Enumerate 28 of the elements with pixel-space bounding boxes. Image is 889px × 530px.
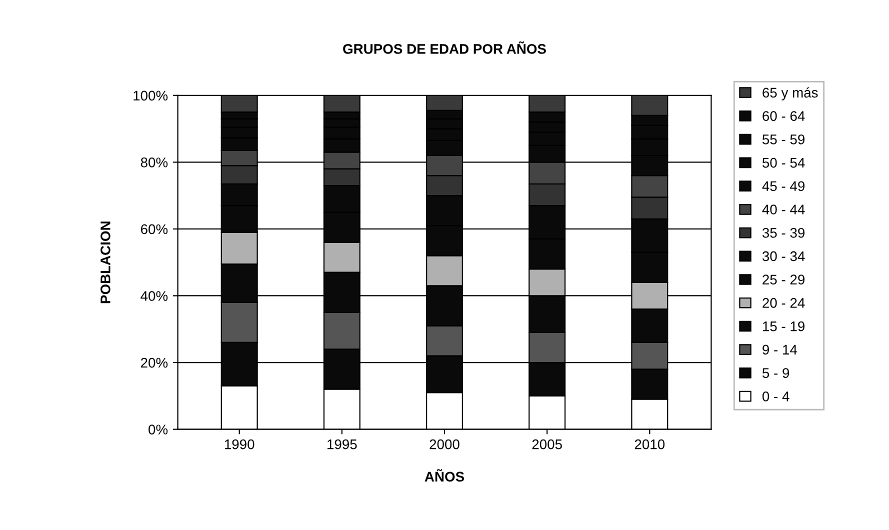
- chart-title: GRUPOS DE EDAD POR AÑOS: [343, 41, 546, 54]
- legend-label: 30 - 34: [762, 251, 805, 262]
- y-tick-label: 0%: [148, 424, 168, 434]
- legend-label: 20 - 24: [762, 298, 805, 308]
- x-tick-label: 2010: [634, 439, 665, 450]
- y-tick-label: 40%: [140, 291, 168, 301]
- legend-label: 65 y más: [762, 87, 818, 100]
- x-tick-label: 2000: [430, 439, 460, 450]
- x-tick-label: 1990: [224, 439, 254, 450]
- legend-label: 40 - 44: [762, 204, 805, 214]
- legend-label: 50 - 54: [762, 158, 805, 168]
- legend-label: 15 - 19: [762, 321, 805, 332]
- y-tick-label: 100%: [134, 90, 168, 101]
- legend-label: 25 - 29: [762, 274, 805, 285]
- x-axis-title: AÑOS: [424, 469, 464, 482]
- legend-label: 60 - 64: [762, 111, 805, 121]
- x-tick-label: 2005: [532, 439, 562, 450]
- legend-label: 0 - 4: [762, 391, 790, 402]
- legend-label: 45 - 49: [762, 181, 805, 192]
- legend-label: 5 - 9: [762, 368, 790, 378]
- y-tick-label: 60%: [140, 224, 168, 234]
- legend-label: 55 - 59: [762, 134, 805, 144]
- x-tick-label: 1995: [328, 439, 357, 450]
- legend-label: 9 - 14: [762, 344, 798, 355]
- y-axis-title: POBLACION: [100, 222, 110, 304]
- y-tick-label: 80%: [140, 158, 168, 168]
- legend-label: 35 - 39: [762, 228, 805, 238]
- y-tick-label: 20%: [140, 358, 168, 368]
